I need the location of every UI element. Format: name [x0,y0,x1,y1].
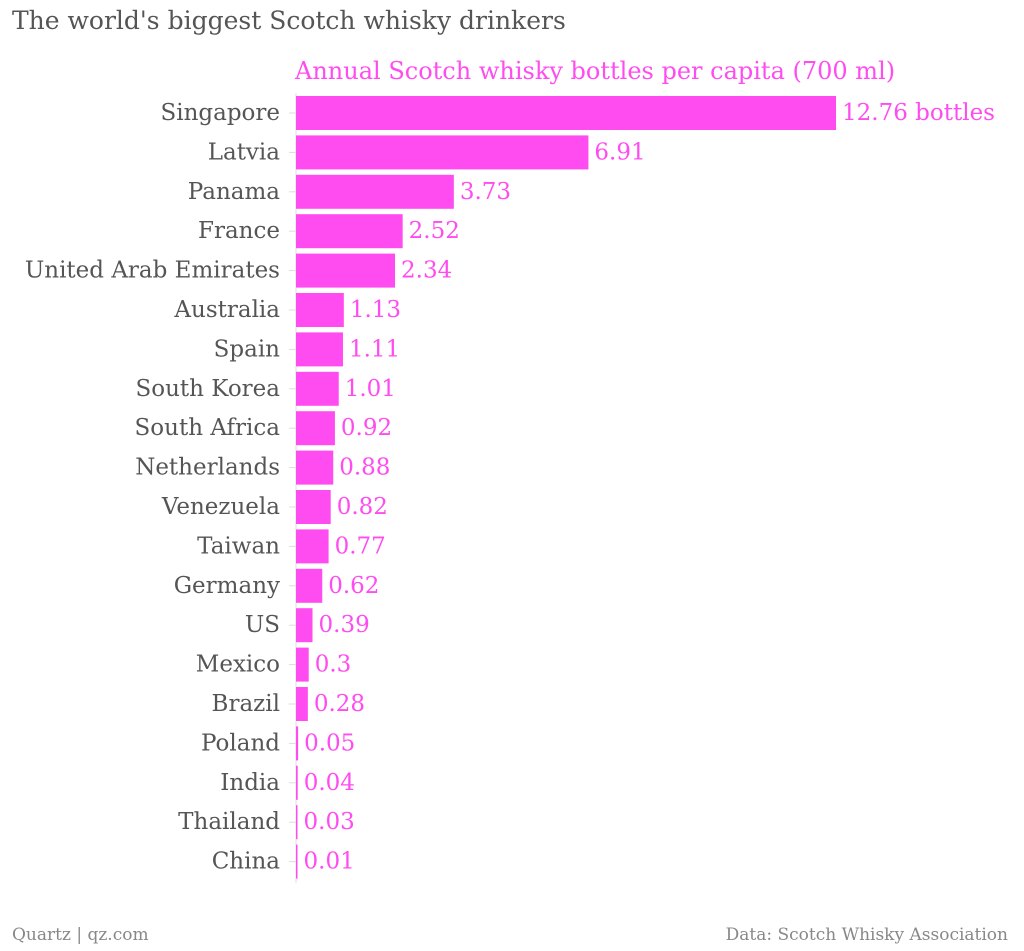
bar [296,568,323,603]
category-label: South Korea [135,376,280,402]
bar [296,687,308,721]
data-label: 0.92 [341,415,392,441]
category-label: Netherlands [135,455,280,481]
data-label: 0.04 [304,770,355,796]
data-label: 0.03 [304,809,355,835]
bar [296,450,334,485]
bar [296,765,298,800]
bar [296,371,339,406]
data-label: 0.77 [335,533,386,559]
category-label: Panama [188,179,280,205]
bar [296,214,403,249]
data-label: 0.05 [304,730,355,756]
data-label: 1.13 [350,297,401,323]
category-label: Thailand [178,809,280,835]
bar [296,253,396,288]
bar [296,529,329,564]
category-label: Taiwan [197,533,280,559]
bar [296,96,836,130]
data-label: 12.76 bottles [842,100,995,126]
data-label: 2.52 [409,218,460,244]
bar [296,293,344,327]
category-label: Australia [173,297,280,323]
category-label: United Arab Emirates [25,258,280,284]
bar [296,647,309,682]
category-label: Venezuela [161,494,280,520]
data-label: 0.39 [319,612,370,638]
data-label: 6.91 [594,139,645,165]
series-label: Annual Scotch whisky bottles per capita … [295,57,896,85]
bar [296,805,298,840]
category-label: US [245,612,280,638]
bar [296,411,335,446]
category-label: Mexico [196,652,280,678]
data-label: 1.11 [349,336,400,362]
bar [296,332,343,367]
bar [296,174,454,209]
data-label: 1.01 [345,376,396,402]
data-label: 3.73 [460,179,511,205]
data-label: 2.34 [401,258,452,284]
category-label: Germany [174,573,280,599]
data-label: 0.88 [339,455,390,481]
category-label: Brazil [212,691,280,717]
footer-credit: Quartz | qz.com [12,925,149,945]
category-label: France [198,218,280,244]
category-label: Spain [214,336,281,362]
bar [296,608,313,643]
category-label: South Africa [135,415,281,441]
chart-title: The world's biggest Scotch whisky drinke… [12,6,566,35]
bar [296,726,299,761]
category-label: Latvia [208,139,281,165]
data-label: 0.3 [315,652,352,678]
footer-source: Data: Scotch Whisky Association [725,925,1008,945]
data-label: 0.01 [304,849,355,875]
bar [296,844,298,879]
category-label: Poland [201,730,280,756]
bar [296,135,589,170]
category-label: Singapore [160,100,280,126]
data-label: 0.28 [314,691,365,717]
data-label: 0.82 [337,494,388,520]
data-label: 0.62 [328,573,379,599]
category-label: China [212,849,281,875]
bar [296,490,331,524]
category-label: India [220,770,280,796]
